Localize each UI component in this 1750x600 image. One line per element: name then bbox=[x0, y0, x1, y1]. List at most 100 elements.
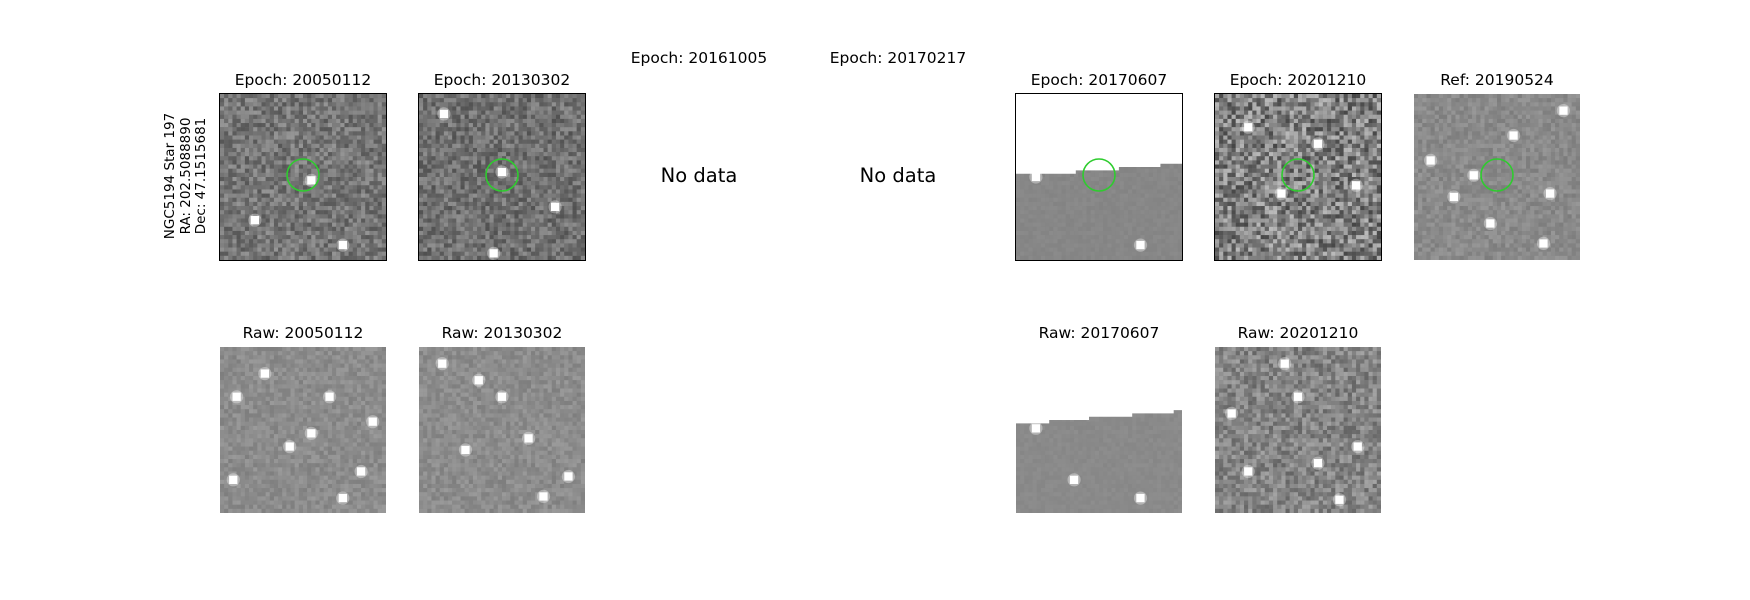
pixel bbox=[369, 226, 374, 231]
pixel bbox=[224, 222, 229, 227]
pixel bbox=[1069, 197, 1075, 202]
pixel bbox=[547, 239, 552, 244]
pixel bbox=[1293, 94, 1299, 99]
pixel bbox=[1086, 243, 1091, 248]
pixel bbox=[294, 193, 299, 198]
pixel bbox=[419, 226, 424, 231]
pixel bbox=[572, 147, 577, 153]
pixel bbox=[514, 147, 519, 153]
pixel bbox=[315, 123, 320, 128]
pixel bbox=[576, 160, 581, 165]
pixel bbox=[220, 118, 225, 124]
pixel bbox=[1111, 226, 1116, 231]
pixel bbox=[539, 206, 544, 211]
pixel bbox=[290, 98, 295, 103]
pixel bbox=[448, 131, 453, 136]
pixel bbox=[240, 251, 245, 256]
pixel bbox=[1177, 218, 1182, 223]
pixel bbox=[568, 251, 573, 256]
pixel bbox=[564, 218, 569, 223]
pixel bbox=[551, 181, 556, 186]
pixel bbox=[564, 185, 569, 190]
pixel bbox=[286, 189, 291, 194]
pixel bbox=[348, 160, 353, 165]
pixel bbox=[518, 131, 523, 136]
pixel bbox=[514, 160, 519, 165]
pixel bbox=[493, 114, 498, 119]
pixel bbox=[560, 255, 565, 260]
pixel bbox=[228, 247, 233, 252]
pixel bbox=[253, 131, 258, 136]
pixel bbox=[377, 139, 382, 144]
pixel bbox=[273, 156, 279, 161]
pixel bbox=[1128, 206, 1133, 211]
pixel bbox=[551, 135, 556, 140]
pixel bbox=[286, 255, 291, 260]
pixel bbox=[522, 139, 527, 144]
pixel bbox=[452, 210, 457, 215]
pixel bbox=[352, 168, 357, 173]
pixel bbox=[435, 255, 440, 260]
pixel bbox=[1057, 193, 1062, 198]
pixel bbox=[356, 210, 362, 215]
pixel bbox=[1152, 239, 1158, 244]
pixel bbox=[572, 230, 577, 236]
pixel bbox=[464, 139, 469, 144]
pixel bbox=[286, 131, 291, 136]
pixel bbox=[244, 172, 250, 178]
pixel bbox=[253, 118, 258, 124]
pixel bbox=[249, 255, 254, 260]
pixel bbox=[502, 98, 507, 103]
pixel bbox=[232, 230, 237, 236]
pixel bbox=[502, 222, 507, 227]
pixel bbox=[560, 193, 565, 198]
pixel bbox=[1111, 185, 1116, 190]
pixel bbox=[564, 230, 569, 236]
pixel bbox=[236, 251, 241, 256]
pixel bbox=[340, 235, 345, 240]
pixel bbox=[510, 243, 515, 248]
pixel bbox=[423, 156, 428, 161]
pixel bbox=[1119, 201, 1124, 207]
pixel bbox=[472, 143, 478, 148]
pixel bbox=[352, 147, 357, 153]
pixel bbox=[510, 110, 515, 115]
pixel bbox=[369, 210, 374, 215]
pixel bbox=[340, 164, 345, 169]
pixel bbox=[365, 210, 370, 215]
pixel bbox=[249, 164, 254, 169]
pixel bbox=[1177, 206, 1182, 211]
pixel bbox=[261, 156, 266, 161]
pixel bbox=[547, 210, 552, 215]
pixel bbox=[489, 147, 494, 153]
pixel bbox=[531, 160, 536, 165]
pixel bbox=[472, 201, 478, 207]
pixel bbox=[257, 123, 262, 128]
pixel bbox=[464, 230, 469, 236]
pixel bbox=[1173, 247, 1178, 252]
pixel bbox=[1094, 185, 1100, 190]
pixel bbox=[514, 152, 519, 157]
pixel bbox=[240, 139, 245, 144]
pixel bbox=[468, 123, 473, 128]
pixel bbox=[244, 197, 250, 202]
pixel bbox=[298, 243, 304, 248]
pixel bbox=[1161, 210, 1166, 215]
pixel bbox=[323, 152, 328, 157]
pixel bbox=[236, 181, 241, 186]
pixel bbox=[580, 110, 585, 115]
pixel bbox=[232, 139, 237, 144]
pixel bbox=[448, 106, 453, 111]
pixel bbox=[315, 239, 320, 244]
pixel bbox=[1161, 251, 1166, 256]
pixel bbox=[1057, 214, 1062, 219]
pixel bbox=[1132, 243, 1137, 248]
pixel bbox=[282, 193, 287, 198]
pixel bbox=[265, 177, 270, 182]
pixel bbox=[531, 102, 536, 107]
pixel bbox=[244, 139, 250, 144]
pixel bbox=[419, 114, 424, 119]
pixel bbox=[273, 118, 279, 124]
pixel bbox=[526, 247, 532, 252]
pixel bbox=[1152, 226, 1158, 231]
